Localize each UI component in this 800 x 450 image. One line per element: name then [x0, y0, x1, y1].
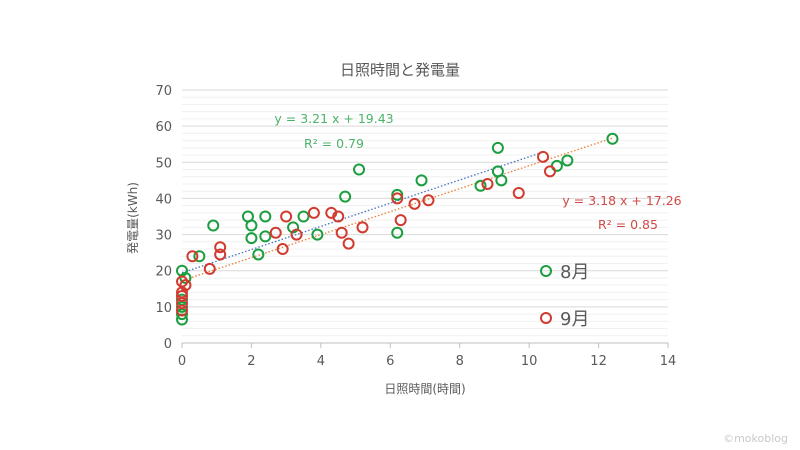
data-point-series-0: [287, 221, 300, 234]
y-tick-label: 20: [155, 265, 172, 280]
data-point-series-0: [391, 226, 404, 239]
data-point-series-1: [391, 192, 404, 205]
data-point-series-1: [203, 262, 216, 275]
data-point-series-1: [512, 187, 525, 200]
trend-equation-aug: y = 3.21 x + 19.43: [274, 111, 393, 126]
data-point-series-0: [259, 230, 272, 243]
data-point-series-0: [339, 190, 352, 203]
data-point-series-0: [179, 271, 192, 284]
data-point-series-0: [491, 141, 504, 154]
data-point-series-1: [214, 241, 227, 254]
data-point-series-1: [280, 210, 293, 223]
data-point-series-0: [474, 179, 487, 192]
x-tick-label: 6: [386, 354, 394, 369]
y-tick-label: 50: [155, 156, 172, 171]
data-point-series-1: [356, 221, 369, 234]
data-point-series-1: [342, 237, 355, 250]
data-point-series-1: [543, 165, 556, 178]
data-point-series-1: [537, 150, 550, 163]
x-tick-label: 12: [590, 354, 607, 369]
legend: 8月 9月: [540, 262, 589, 330]
y-tick-label: 10: [155, 301, 172, 316]
legend-marker-aug: [540, 265, 552, 277]
x-tick-label: 2: [247, 354, 255, 369]
data-point-series-1: [307, 206, 320, 219]
data-point-series-0: [252, 248, 265, 261]
data-point-series-1: [179, 279, 192, 292]
trendline-series-0: [181, 151, 544, 274]
y-tick-label: 0: [164, 337, 172, 352]
y-axis-title: 発電量(kWh): [126, 182, 140, 254]
data-point-series-1: [276, 243, 289, 256]
data-point-series-0: [259, 210, 272, 223]
data-point-series-0: [245, 232, 258, 245]
x-axis-title: 日照時間(時間): [384, 382, 465, 396]
trend-r2-sep: R² = 0.85: [598, 217, 658, 232]
trendlines: [181, 137, 613, 282]
data-point-series-1: [481, 177, 494, 190]
data-point-series-0: [353, 163, 366, 176]
data-point-series-1: [290, 228, 303, 241]
data-point-series-0: [193, 250, 206, 263]
x-tick-label: 14: [660, 354, 677, 369]
data-point-series-0: [495, 174, 508, 187]
data-point-series-0: [297, 210, 310, 223]
legend-label-aug: 8月: [560, 262, 589, 283]
x-tick-label: 0: [178, 354, 186, 369]
x-tick-label: 4: [317, 354, 325, 369]
legend-marker-sep: [540, 312, 552, 324]
data-point-series-1: [186, 250, 199, 263]
trend-equation-sep: y = 3.18 x + 17.26: [562, 193, 681, 208]
x-tick-label: 10: [521, 354, 538, 369]
data-point-series-0: [207, 219, 220, 232]
watermark: ©mokoblog: [723, 432, 788, 445]
data-point-series-1: [176, 304, 188, 317]
data-point-series-1: [394, 214, 407, 227]
data-point-series-1: [408, 197, 421, 210]
data-point-series-0: [415, 174, 428, 187]
data-point-series-0: [311, 228, 324, 241]
trend-r2-aug: R² = 0.79: [304, 136, 364, 151]
y-tick-label: 40: [155, 192, 172, 207]
chart-title: 日照時間と発電量: [340, 61, 460, 79]
data-point-series-0: [245, 219, 258, 232]
data-point-series-1: [176, 275, 188, 288]
data-point-series-1: [332, 210, 345, 223]
data-point-series-0: [561, 154, 574, 167]
data-points: [176, 132, 619, 326]
y-tick-label: 30: [155, 229, 172, 244]
axes: 0 10 20 30 40 50 60 70 0 2 4 6 8 10 12 14: [155, 84, 676, 369]
y-tick-label: 70: [155, 84, 172, 99]
legend-label-sep: 9月: [560, 309, 589, 330]
data-point-series-1: [335, 226, 348, 239]
data-point-series-1: [325, 206, 338, 219]
data-point-series-0: [391, 188, 404, 201]
data-point-series-1: [176, 290, 188, 303]
gridlines: [182, 89, 668, 344]
data-point-series-1: [269, 226, 282, 239]
data-point-series-0: [606, 132, 619, 145]
data-point-series-1: [214, 248, 227, 261]
x-tick-label: 8: [456, 354, 464, 369]
data-point-series-1: [422, 194, 435, 207]
y-tick-label: 60: [155, 120, 172, 135]
